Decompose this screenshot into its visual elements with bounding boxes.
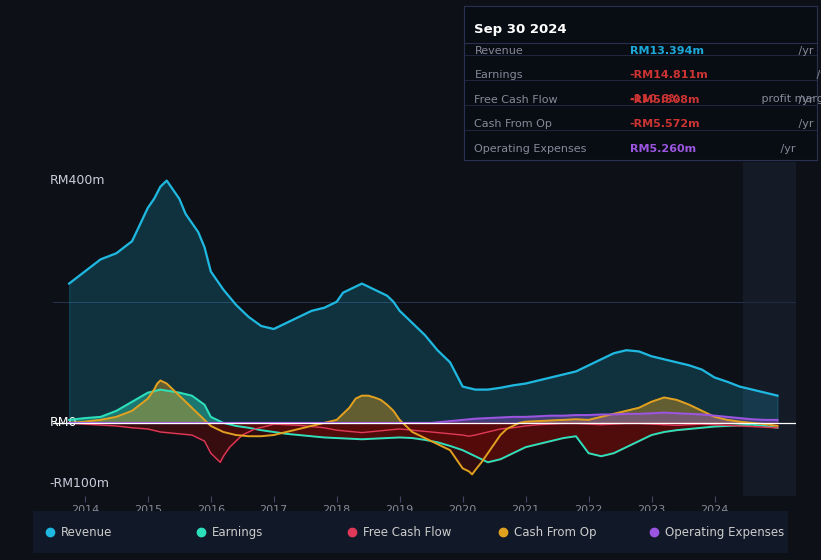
Text: /yr: /yr xyxy=(795,46,814,55)
Text: -110.6%: -110.6% xyxy=(630,94,681,104)
Text: -RM5.508m: -RM5.508m xyxy=(630,95,700,105)
Text: Free Cash Flow: Free Cash Flow xyxy=(363,526,452,539)
Text: Sep 30 2024: Sep 30 2024 xyxy=(475,23,567,36)
Text: -RM5.572m: -RM5.572m xyxy=(630,119,700,129)
Text: Operating Expenses: Operating Expenses xyxy=(475,144,587,154)
Text: RM13.394m: RM13.394m xyxy=(630,46,704,55)
Text: profit margin: profit margin xyxy=(759,94,821,104)
Text: /yr: /yr xyxy=(777,144,796,154)
Text: RM0: RM0 xyxy=(49,417,77,430)
Text: RM5.260m: RM5.260m xyxy=(630,144,696,154)
Text: Earnings: Earnings xyxy=(212,526,264,539)
Text: /yr: /yr xyxy=(795,95,814,105)
Text: -RM100m: -RM100m xyxy=(49,477,110,490)
Text: -RM14.811m: -RM14.811m xyxy=(630,71,709,80)
Text: /yr: /yr xyxy=(795,119,814,129)
Text: /yr: /yr xyxy=(814,71,821,80)
Text: Cash From Op: Cash From Op xyxy=(514,526,597,539)
Text: Earnings: Earnings xyxy=(475,71,523,80)
Text: RM400m: RM400m xyxy=(49,174,105,187)
Text: Revenue: Revenue xyxy=(61,526,112,539)
Text: Cash From Op: Cash From Op xyxy=(475,119,553,129)
Text: Operating Expenses: Operating Expenses xyxy=(665,526,784,539)
Text: Revenue: Revenue xyxy=(475,46,523,55)
Text: Free Cash Flow: Free Cash Flow xyxy=(475,95,558,105)
Bar xyxy=(743,162,796,496)
